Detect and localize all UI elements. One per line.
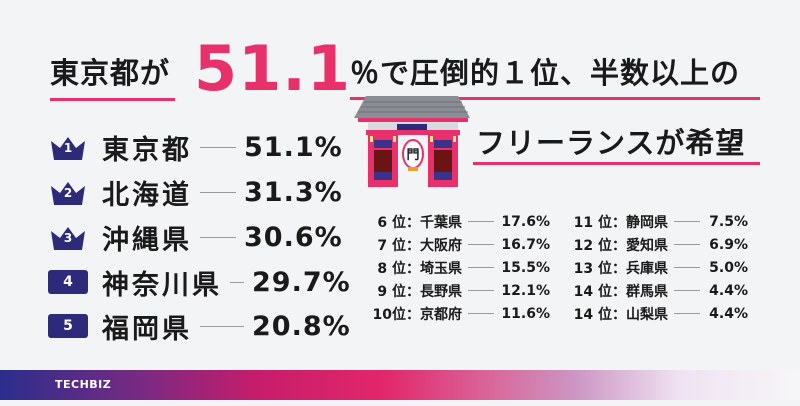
top-rank-row-4: 4 神奈川県 29.7% [48, 262, 351, 302]
crown-icon: 1 [48, 132, 88, 162]
headline-part1: 東京都が [50, 56, 171, 90]
prefecture-name: 北海道 [102, 179, 192, 211]
percent-value: 51.1% [244, 131, 343, 163]
prefecture-name: 東京都 [102, 134, 192, 166]
top-rank-row-3: 3 沖縄県 30.6% [48, 217, 343, 257]
crown-icon: 3 [48, 222, 88, 252]
top-rank-row-2: 2 北海道 31.3% [48, 172, 343, 212]
percent-value: 20.8% [252, 310, 351, 342]
rank-row: 11 位： 静岡県 7.5% [573, 213, 748, 231]
leader-line [200, 191, 236, 193]
prefecture-name: 福岡県 [102, 313, 192, 345]
headline-part3: フリーランスが希望 [476, 126, 746, 160]
percent-value: 29.7% [252, 266, 351, 298]
rank-row: 14 位： 山梨県 4.4% [573, 305, 748, 323]
kaminarimon-gate-illustration: 門 [352, 92, 474, 192]
headline-underline-bottom [473, 162, 760, 165]
rank-row: 10位： 京都府 11.6% [372, 305, 550, 323]
headline-part2: ％で圧倒的１位、半数以上の [350, 56, 741, 90]
rank-row: 14 位： 群馬県 4.4% [573, 282, 748, 300]
headline-big-number: 51.1 [194, 32, 351, 105]
leader-line [200, 146, 236, 148]
rank-row: 6 位： 千葉県 17.6% [377, 213, 550, 231]
headline-underline-left [50, 98, 175, 101]
rank-badge: 4 [48, 270, 88, 294]
headline-underline-right [350, 97, 760, 100]
leader-line [200, 325, 244, 327]
percent-value: 31.3% [244, 176, 343, 208]
prefecture-name: 沖縄県 [102, 224, 192, 256]
rank-row: 13 位： 兵庫県 5.0% [573, 259, 748, 277]
top-rank-row-1: 1 東京都 51.1% [48, 127, 343, 167]
percent-value: 30.6% [244, 221, 343, 253]
footer-gradient-bar [0, 370, 800, 400]
leader-line [200, 236, 236, 238]
ranks-6-10-list: 6 位： 千葉県 17.6% 7 位： 大阪府 16.7% 8 位： 埼玉県 15.5% 9… [368, 210, 550, 325]
prefecture-name: 神奈川県 [102, 269, 222, 301]
rank-row: 8 位： 埼玉県 15.5% [377, 259, 550, 277]
rank-row: 7 位： 大阪府 16.7% [377, 236, 550, 254]
ranks-11-14-list: 11 位： 静岡県 7.5% 12 位： 愛知県 6.9% 13 位： 兵庫県 5.0% 1… [572, 210, 748, 325]
leader-line [230, 281, 244, 283]
rank-row: 12 位： 愛知県 6.9% [573, 236, 748, 254]
brand-logo: TECHBIZ [55, 378, 112, 391]
rank-badge: 5 [48, 314, 88, 338]
svg-text:門: 門 [406, 148, 419, 163]
rank-row: 9 位： 長野県 12.1% [377, 282, 550, 300]
crown-icon: 2 [48, 177, 88, 207]
gate-icon: 門 [354, 96, 470, 187]
top-rank-row-5: 5 福岡県 20.8% [48, 306, 351, 346]
